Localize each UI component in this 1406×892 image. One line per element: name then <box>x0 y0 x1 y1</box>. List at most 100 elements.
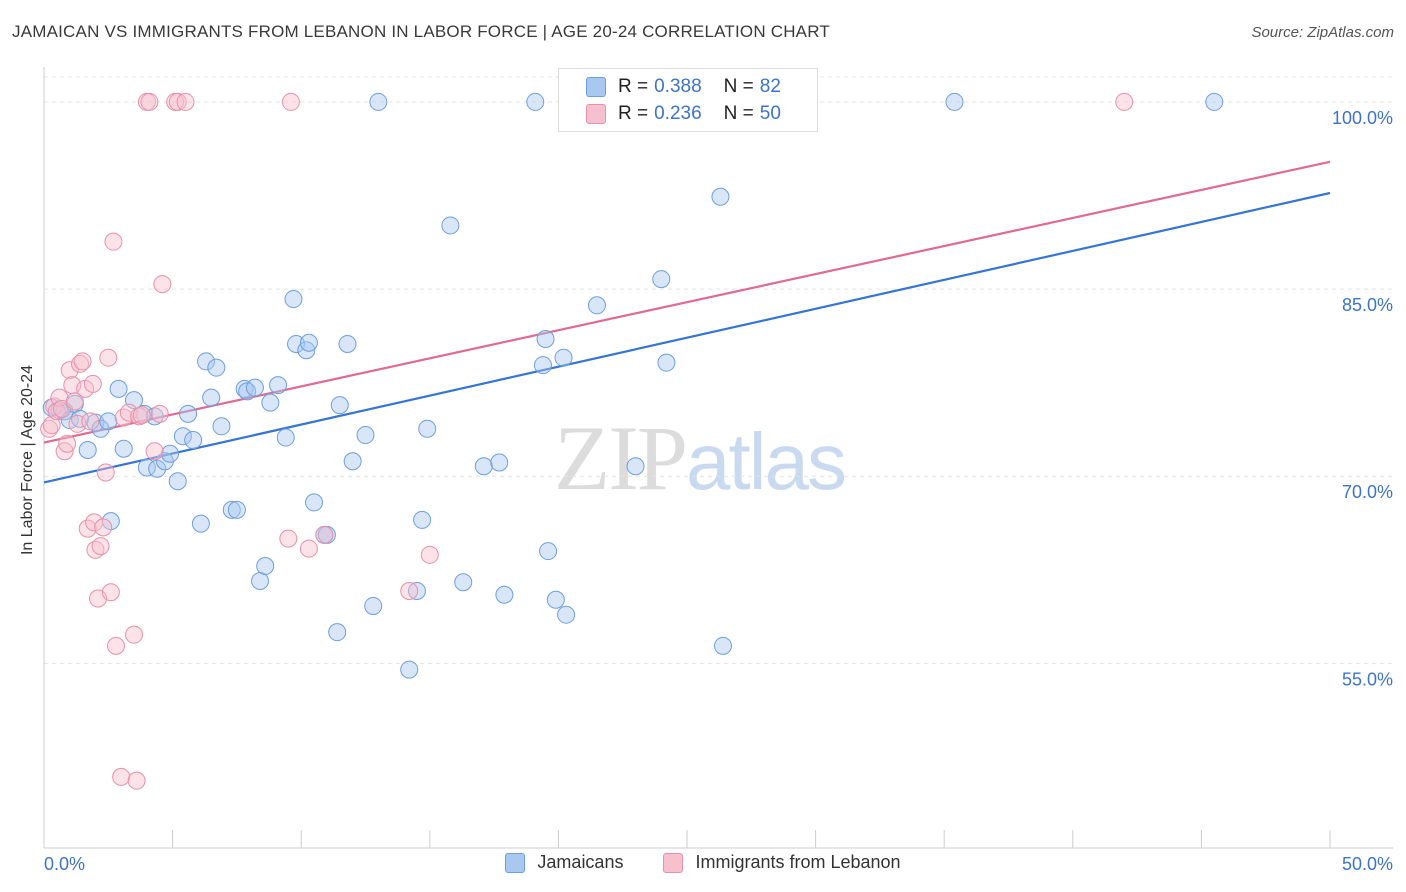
lebanon-point <box>281 92 300 111</box>
lebanon-point <box>47 402 66 421</box>
jamaican-point <box>197 352 216 371</box>
jamaican-point <box>554 348 573 367</box>
lebanon-trend-line <box>43 160 1331 444</box>
lebanon-point <box>315 525 334 544</box>
lebanon-point <box>91 537 110 556</box>
lebanon-point <box>127 771 146 790</box>
lebanon-point <box>99 348 118 367</box>
jamaican-point <box>328 623 347 642</box>
legend-swatch-pink <box>586 104 606 124</box>
lebanon-point <box>94 518 113 537</box>
jamaican-point <box>343 452 362 471</box>
lebanon-point <box>279 529 298 548</box>
lebanon-point <box>140 92 159 111</box>
lebanon-point <box>83 374 102 393</box>
legend-n-label: N = <box>723 76 754 97</box>
lebanon-point <box>71 354 90 373</box>
jamaican-point <box>587 296 606 315</box>
jamaican-trend-line <box>43 191 1331 484</box>
lebanon-point <box>81 412 100 431</box>
jamaican-point <box>227 500 246 519</box>
lebanon-point <box>132 406 151 425</box>
legend-row-lebanon: R = 0.236 N = 50 <box>559 100 781 128</box>
jamaican-point <box>222 500 241 519</box>
series-legend: Jamaicans Immigrants from Lebanon <box>0 852 1406 873</box>
jamaican-point <box>114 439 133 458</box>
series-legend-label: Jamaicans <box>537 852 624 872</box>
jamaican-point <box>284 290 303 309</box>
lebanon-point <box>1115 92 1134 111</box>
series-swatch-pink <box>663 852 684 873</box>
jamaican-point <box>245 378 264 397</box>
lebanon-point <box>42 416 61 435</box>
series-legend-label: Immigrants from Lebanon <box>695 852 901 872</box>
lebanon-point <box>58 434 77 453</box>
jamaican-point <box>356 426 375 445</box>
watermark-atlas: atlas <box>686 417 847 506</box>
lebanon-point <box>55 442 74 461</box>
legend-n-label: N = <box>723 103 754 124</box>
correlation-legend: R = 0.388 N = 82 R = 0.236 N = 50 <box>558 68 818 132</box>
y-tick-label: 100.0% <box>1332 108 1393 128</box>
source-label: Source: ZipAtlas.com <box>1251 24 1394 41</box>
jamaican-point <box>711 187 730 206</box>
lebanon-point <box>176 92 195 111</box>
lebanon-point <box>96 463 115 482</box>
jamaican-point <box>168 472 187 491</box>
legend-r-label: R = <box>618 103 649 124</box>
jamaican-point <box>184 431 203 450</box>
jamaican-point <box>490 453 509 472</box>
lebanon-point <box>145 442 164 461</box>
legend-n-value: 50 <box>759 103 781 124</box>
lebanon-point <box>168 92 187 111</box>
jamaican-point <box>546 590 565 609</box>
jamaican-point <box>145 407 164 426</box>
jamaican-point <box>78 441 97 460</box>
series-legend-jamaicans[interactable]: Jamaicans <box>505 852 623 873</box>
series-swatch-blue <box>505 852 526 873</box>
jamaican-point <box>400 660 419 679</box>
jamaican-point <box>407 581 426 600</box>
jamaican-point <box>526 92 545 111</box>
lebanon-point <box>153 275 172 294</box>
jamaican-point <box>287 334 306 353</box>
legend-r-label: R = <box>618 76 649 97</box>
jamaican-point <box>418 419 437 438</box>
lebanon-point <box>125 625 144 644</box>
jamaican-point <box>454 573 473 592</box>
jamaican-point <box>256 557 275 576</box>
jamaican-point <box>276 428 295 447</box>
lebanon-point <box>150 404 169 423</box>
jamaican-point <box>191 514 210 533</box>
jamaican-point <box>251 572 270 591</box>
jamaican-point <box>269 376 288 395</box>
lebanon-point <box>101 583 120 602</box>
legend-n-value: 82 <box>759 76 781 97</box>
jamaican-point <box>338 334 357 353</box>
y-tick-label: 70.0% <box>1342 482 1393 502</box>
jamaican-point <box>109 379 128 398</box>
jamaican-point <box>413 510 432 529</box>
lebanon-point <box>400 581 419 600</box>
jamaican-point <box>714 636 733 655</box>
jamaican-point <box>945 92 964 111</box>
jamaican-point <box>297 341 316 360</box>
jamaican-point <box>99 412 118 431</box>
chart-title: JAMAICAN VS IMMIGRANTS FROM LEBANON IN L… <box>12 22 830 41</box>
jamaican-point <box>626 457 645 476</box>
jamaican-point <box>536 329 555 348</box>
lebanon-point <box>65 392 84 411</box>
jamaican-point <box>207 358 226 377</box>
legend-r-value: 0.236 <box>654 103 702 124</box>
jamaican-point <box>148 459 167 478</box>
jamaican-point <box>441 216 460 235</box>
jamaican-point <box>533 356 552 375</box>
lebanon-point <box>60 361 79 380</box>
x-tick-label: 0.0% <box>44 854 85 874</box>
jamaican-point <box>71 409 90 428</box>
series-legend-lebanon[interactable]: Immigrants from Lebanon <box>663 852 901 873</box>
jamaican-point <box>652 270 671 289</box>
lebanon-point <box>107 636 126 655</box>
jamaican-point <box>330 396 349 415</box>
x-tick-label: 50.0% <box>1342 854 1393 874</box>
